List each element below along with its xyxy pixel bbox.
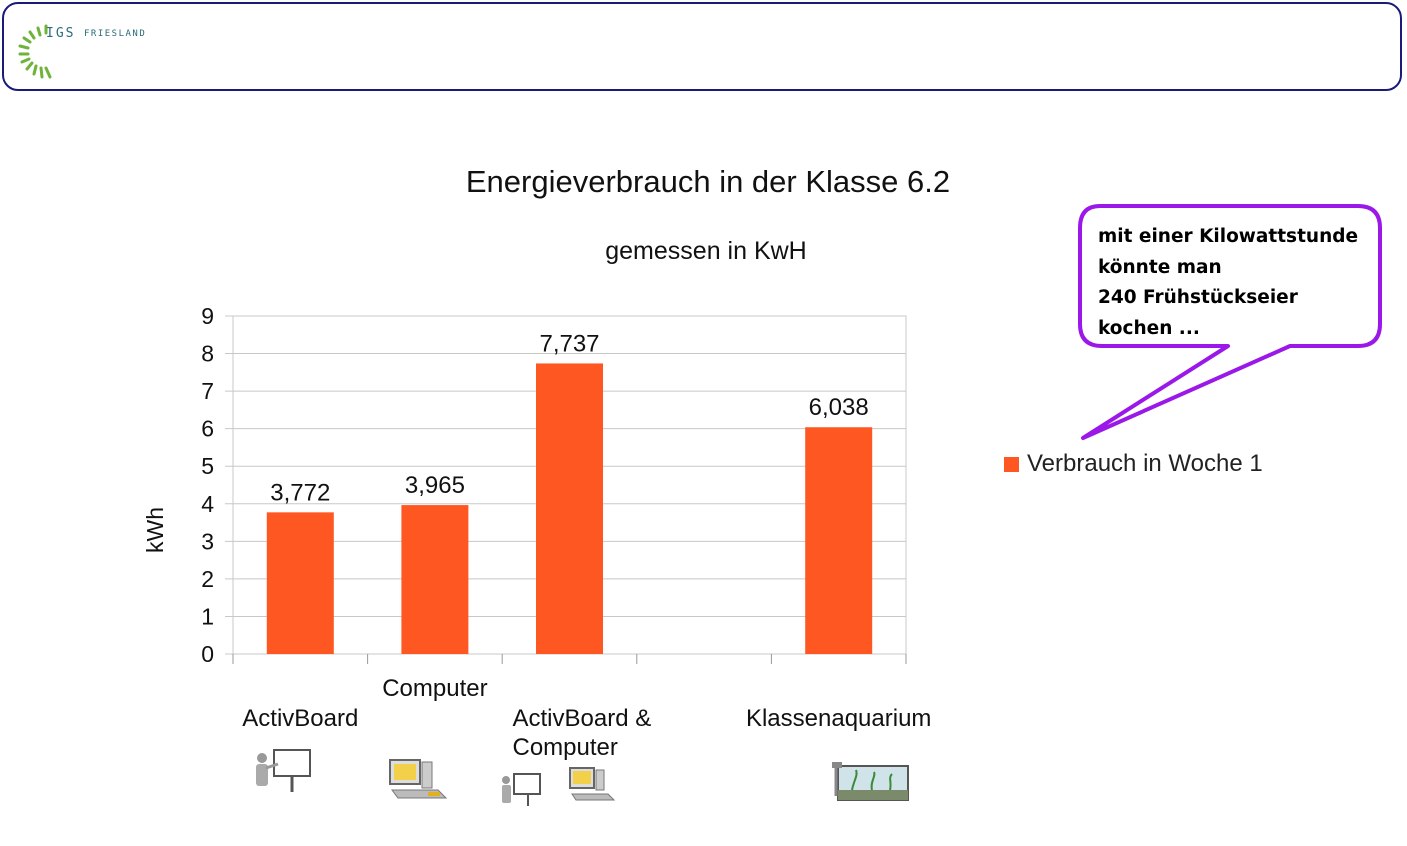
logo-sub-text: FRIESLAND: [84, 29, 147, 39]
whiteboard-presenter-icon: [256, 749, 311, 792]
speech-bubble: [1078, 204, 1382, 440]
y-axis-label: kWh: [142, 507, 168, 553]
logo-main-text: IGS: [46, 26, 76, 41]
y-tick-label: 6: [201, 416, 214, 442]
data-label: 3,772: [270, 479, 330, 506]
whiteboard-and-computer-icon: [502, 767, 616, 806]
y-tick-label: 1: [201, 603, 214, 629]
y-tick-label: 9: [201, 303, 214, 329]
computer-icon: [389, 759, 448, 799]
speech-bubble-text: mit einer Kilowattstunde könnte man 240 …: [1098, 222, 1388, 344]
x-category-label: Computer: [382, 675, 487, 702]
header-bar: IGS FRIESLAND: [2, 2, 1402, 91]
y-tick-label: 7: [201, 378, 214, 404]
y-tick-label: 5: [201, 453, 214, 479]
chart-title: Energieverbrauch in der Klasse 6.2: [466, 164, 950, 199]
y-tick-label: 3: [201, 528, 214, 554]
bar: [401, 505, 469, 654]
y-tick-label: 2: [201, 566, 214, 592]
data-label: 6,038: [809, 394, 869, 421]
chart-subtitle: gemessen in KwH: [605, 237, 806, 265]
igs-logo: [18, 24, 52, 79]
y-tick-label: 4: [201, 491, 214, 517]
legend-label: Verbrauch in Woche 1: [1027, 450, 1263, 477]
logo-sunburst-icon: [18, 24, 52, 79]
x-category-label: ActivBoard: [242, 705, 358, 732]
bubble-line-3: 240 Frühstückseier: [1098, 287, 1298, 308]
x-category-label: ActivBoard &: [513, 705, 652, 732]
bar: [805, 427, 873, 654]
y-tick-label: 8: [201, 341, 214, 367]
bubble-line-4: kochen ...: [1098, 317, 1200, 339]
aquarium-icon: [832, 762, 909, 801]
legend-swatch: [1004, 456, 1019, 472]
bubble-line-2: könnte man: [1098, 256, 1222, 278]
bar: [266, 512, 334, 654]
chart-legend: Verbrauch in Woche 1: [1004, 450, 1263, 478]
x-category-label: Klassenaquarium: [746, 705, 931, 732]
x-category-label: Computer: [513, 734, 618, 761]
bar: [536, 363, 603, 654]
bubble-line-1: mit einer Kilowattstunde: [1098, 226, 1359, 247]
y-tick-label: 0: [201, 641, 214, 667]
data-label: 7,737: [539, 330, 599, 357]
data-label: 3,965: [405, 472, 465, 499]
